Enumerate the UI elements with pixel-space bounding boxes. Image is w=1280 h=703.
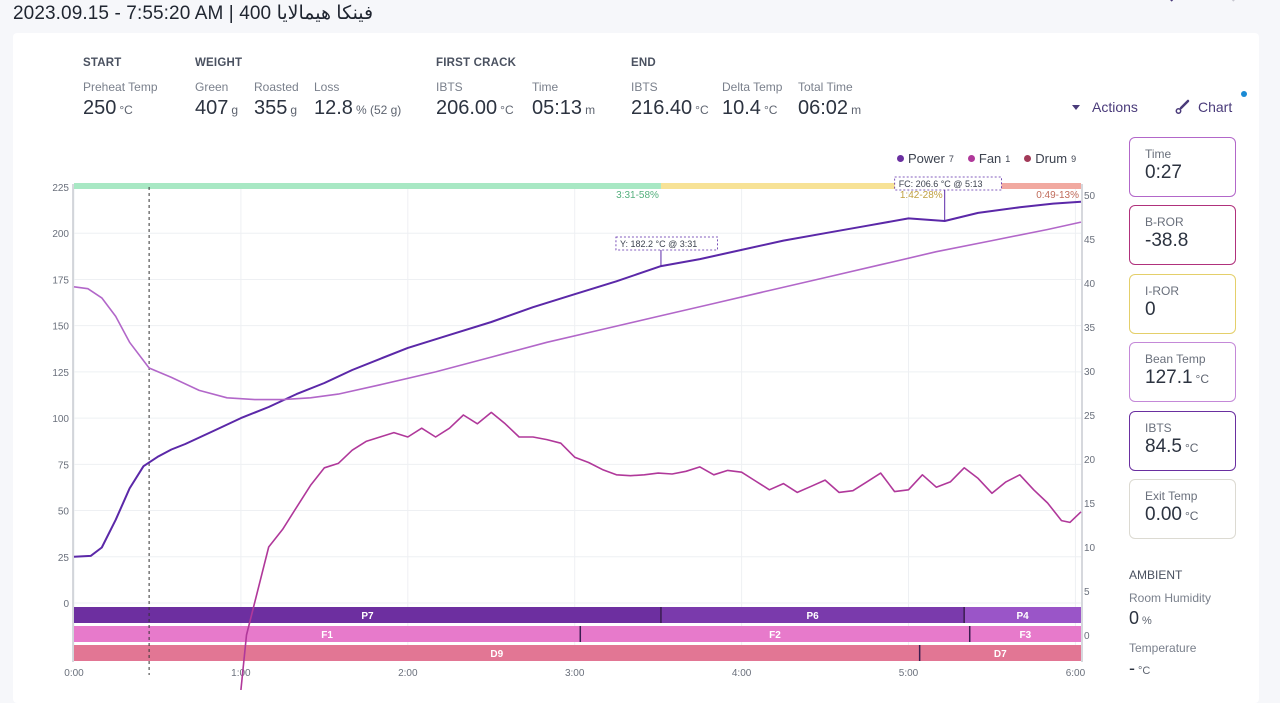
notification-dot: [1241, 91, 1247, 97]
end-ibts-value: 216.40 °C: [631, 97, 709, 119]
actions-label: Actions: [1092, 99, 1138, 115]
legend-dot-power: [897, 155, 904, 162]
chart-label: Chart: [1198, 99, 1233, 115]
first-crack-heading: FIRST CRACK: [436, 57, 517, 69]
actions-dropdown[interactable]: Actions: [1072, 99, 1138, 115]
page-title: 2023.09.15 - 7:55:20 AM | 400 فينكا هيما…: [13, 3, 374, 24]
readout-exit-temp: Exit Temp 0.00 °C: [1129, 479, 1236, 539]
roast-card: [13, 33, 1259, 703]
start-heading: START: [83, 57, 122, 69]
fc-time-value: 05:13 m: [532, 97, 596, 119]
fc-ibts-label: IBTS: [436, 80, 463, 94]
legend-sup-power: 7: [948, 153, 954, 164]
readout-label: Exit Temp: [1145, 489, 1198, 503]
readout-value: 0:27: [1145, 162, 1182, 183]
legend-item-power[interactable]: Power 7: [897, 151, 954, 166]
readout-label: Time: [1145, 147, 1172, 161]
ambient-heading: AMBIENT: [1129, 568, 1183, 582]
readout-label: I-ROR: [1145, 284, 1179, 298]
delta-temp-value: 10.4 °C: [722, 97, 778, 119]
brush-icon: [1175, 99, 1190, 114]
legend-item-fan[interactable]: Fan 1: [967, 151, 1011, 166]
chart-legend: Power 7 Fan 1 Drum 9: [897, 151, 1076, 166]
readout-value: 0: [1145, 299, 1156, 320]
preheat-value: 250 °C: [83, 97, 133, 119]
temperature-label: Temperature: [1129, 641, 1197, 655]
readout-label: Bean Temp: [1145, 352, 1206, 366]
legend-sup-fan: 1: [1005, 153, 1011, 164]
loss-label: Loss: [314, 80, 340, 94]
fc-time-label: Time: [532, 80, 559, 94]
caret-down-icon: [1072, 104, 1080, 110]
readout-b-ror: B-ROR -38.8: [1129, 205, 1236, 265]
roasted-label: Roasted: [254, 80, 299, 94]
legend-dot-fan: [967, 155, 975, 162]
readout-i-ror: I-ROR 0: [1129, 274, 1236, 334]
end-ibts-label: IBTS: [631, 80, 658, 94]
legend-dot-drum: [1024, 155, 1032, 162]
temperature-value: - °C: [1129, 658, 1151, 678]
readout-value: -38.8: [1145, 230, 1189, 251]
readout-value: 84.5 °C: [1145, 436, 1199, 457]
legend-label-fan: Fan: [978, 151, 1002, 166]
readout-ibts: IBTS 84.5 °C: [1129, 411, 1236, 471]
readout-value: 0.00 °C: [1145, 504, 1199, 525]
total-time-label: Total Time: [798, 80, 853, 94]
humidity-value: 0%: [1129, 608, 1152, 628]
fc-ibts-value: 206.00 °C: [436, 97, 514, 119]
legend-sup-drum: 9: [1071, 153, 1077, 164]
chevron-right-icon[interactable]: [1222, 0, 1240, 10]
delta-temp-label: Delta Temp: [722, 80, 783, 94]
green-label: Green: [195, 80, 229, 94]
preheat-label: Preheat Temp: [83, 80, 158, 94]
legend-label-power: Power: [908, 151, 945, 166]
humidity-label: Room Humidity: [1129, 591, 1212, 605]
readout-bean-temp: Bean Temp 127.1 °C: [1129, 342, 1236, 402]
legend-label-drum: Drum: [1035, 151, 1068, 166]
end-heading: END: [631, 57, 656, 69]
total-time-value: 06:02 m: [798, 97, 862, 119]
readout-time: Time 0:27: [1129, 137, 1236, 197]
readout-label: IBTS: [1145, 421, 1172, 435]
chevron-left-icon[interactable]: [1165, 0, 1183, 10]
legend-item-drum[interactable]: Drum 9: [1024, 151, 1076, 166]
green-value: 407 g: [195, 97, 239, 119]
readout-label: B-ROR: [1145, 215, 1184, 229]
roasted-value: 355 g: [254, 97, 298, 119]
readout-value: 127.1 °C: [1145, 367, 1210, 388]
loss-value: 12.8% (52 g): [314, 97, 402, 119]
chart-button[interactable]: Chart: [1174, 99, 1232, 115]
weight-heading: WEIGHT: [195, 57, 243, 69]
